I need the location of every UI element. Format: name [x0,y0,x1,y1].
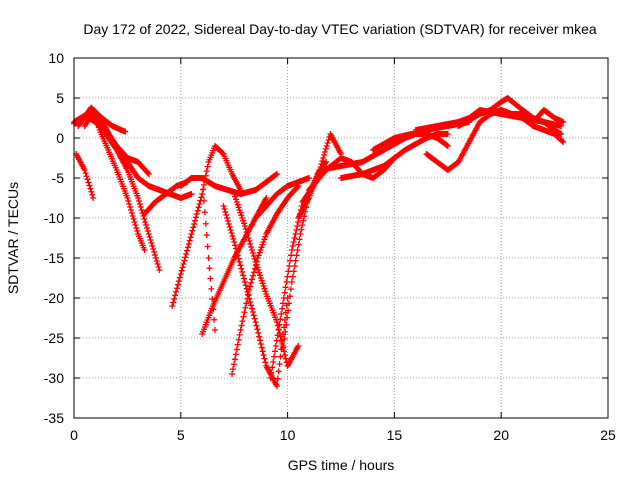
grid [74,58,608,418]
y-tick-label: -5 [52,170,65,186]
data-point-markers [92,111,152,177]
data-point-markers [220,203,291,389]
series-arc-4 [71,112,163,273]
data-point-markers [508,107,567,125]
series-arc-25 [455,95,565,137]
data-point-markers [81,109,148,253]
series-arc-27 [519,115,567,145]
series-arc-14 [231,191,302,369]
x-tick-label: 25 [600,427,616,443]
data-point-markers [519,115,567,145]
chart-title: Day 172 of 2022, Sidereal Day-to-day VTE… [83,21,596,37]
data-point-markers [199,171,280,197]
y-tick-label: 0 [56,130,64,146]
series-arc-1 [73,151,97,201]
x-tick-label: 5 [177,427,185,443]
data-point-markers [71,112,163,273]
y-tick-label: 10 [48,50,64,66]
x-tick-label: 20 [493,427,509,443]
x-tick-label: 0 [70,427,78,443]
y-tick-label: 5 [56,90,64,106]
series-arc-11 [199,171,280,197]
data-point-markers [73,151,97,201]
series-layer [71,95,567,389]
y-tick-label: -15 [44,250,64,266]
data-point-markers [252,175,312,221]
ticks: -35 -30 -25 -20 -15 -10 -5 0 5 10 0 5 10 15 20 25 [44,50,616,443]
series-arc-8 [169,143,244,309]
series-arc-21 [338,131,451,181]
y-tick-label: -35 [44,410,64,426]
series-arc-13 [220,203,291,389]
data-point-markers [169,143,244,309]
series-arc-15 [252,175,312,221]
data-point-markers [338,131,451,181]
plot-frame [73,57,609,419]
data-point-markers [370,131,451,153]
series-arc-3 [81,109,148,253]
data-point-markers [455,95,565,137]
y-tick-label: -25 [44,330,64,346]
x-tick-label: 15 [387,427,403,443]
y-tick-label: -20 [44,290,64,306]
series-arc-6 [92,111,152,177]
series-arc-22 [370,131,451,153]
x-tick-label: 10 [280,427,296,443]
series-arc-26 [508,107,567,125]
y-axis-label: SDTVAR / TECUs [5,182,21,294]
y-tick-label: -10 [44,210,64,226]
x-axis-label: GPS time / hours [288,457,395,473]
y-tick-label: -30 [44,370,64,386]
data-point-markers [231,191,302,369]
